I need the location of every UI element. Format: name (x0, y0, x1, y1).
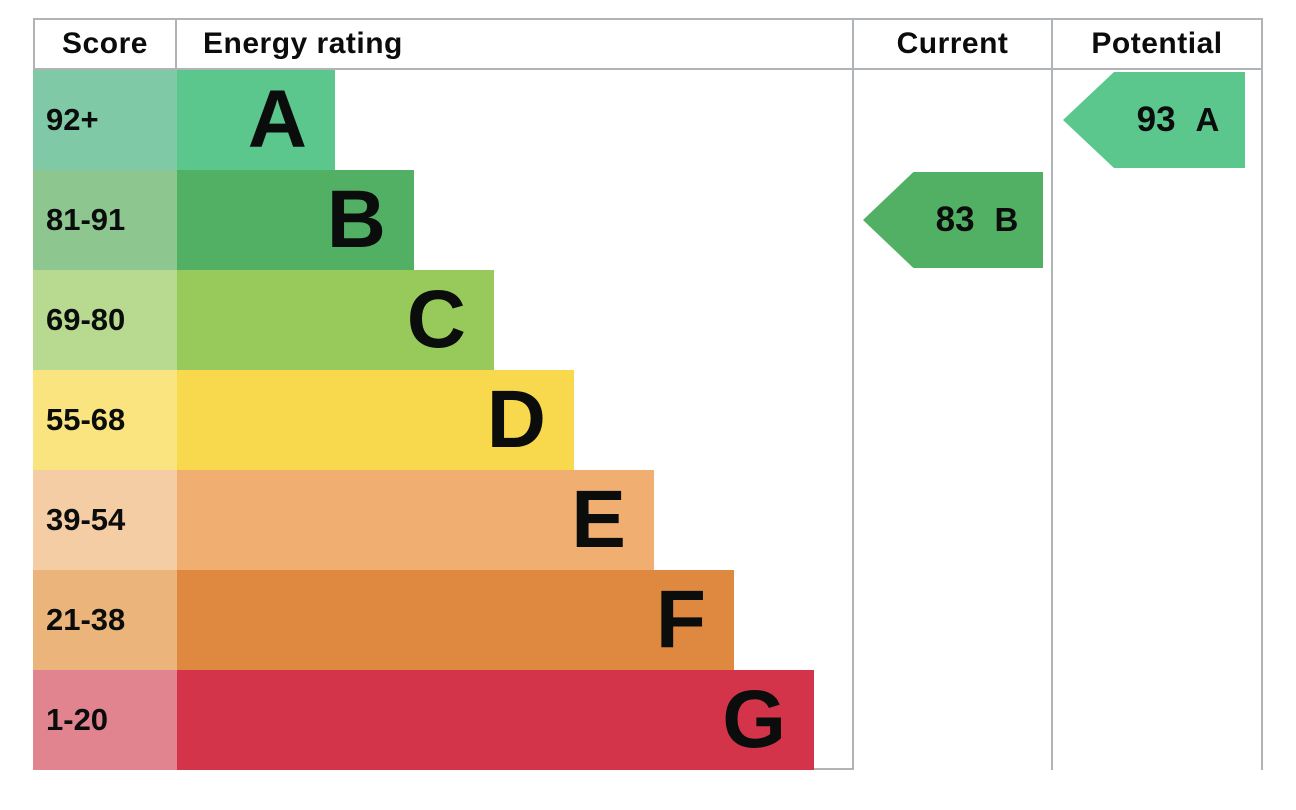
score-label: 21-38 (46, 602, 126, 637)
potential-column: 93 A (1053, 70, 1263, 770)
score-label: 1-20 (46, 702, 109, 737)
band-bar-g: G (177, 670, 814, 770)
score-cell-c: 69-80 (33, 270, 177, 370)
current-rating-value: 83 (935, 200, 975, 239)
score-cell-g: 1-20 (33, 670, 177, 770)
potential-rating-value: 93 (1136, 100, 1176, 139)
band-letter: E (571, 474, 626, 565)
score-label: 69-80 (46, 302, 126, 337)
band-letter: F (655, 574, 706, 665)
band-letter: C (406, 274, 466, 365)
band-row-g: 1-20 G (33, 670, 852, 770)
score-label: 81-91 (46, 202, 126, 237)
band-bar-f: F (177, 570, 734, 670)
chart-header-row: Score Energy rating Current Potential (33, 18, 1263, 70)
score-cell-d: 55-68 (33, 370, 177, 470)
epc-rating-chart: Score Energy rating Current Potential 92… (33, 18, 1263, 770)
band-bar-c: C (177, 270, 494, 370)
current-rating-band-letter: B (994, 201, 1019, 238)
header-energy-rating: Energy rating (203, 27, 403, 60)
band-bar-a: A (177, 70, 335, 170)
band-rows: 92+ A 81-91 B 69-80 C 55-68 D 39-54 E 21… (33, 70, 852, 770)
band-bar-b: B (177, 170, 414, 270)
band-row-f: 21-38 F (33, 570, 852, 670)
current-rating-arrow: 83 B (863, 172, 1043, 268)
band-row-b: 81-91 B (33, 170, 852, 270)
score-cell-a: 92+ (33, 70, 177, 170)
score-cell-b: 81-91 (33, 170, 177, 270)
band-letter: A (247, 74, 307, 165)
band-letter: D (486, 374, 546, 465)
band-bar-e: E (177, 470, 654, 570)
potential-rating-arrow: 93 A (1063, 72, 1245, 168)
score-label: 39-54 (46, 502, 126, 537)
score-cell-e: 39-54 (33, 470, 177, 570)
potential-rating-band-letter: A (1195, 101, 1220, 138)
score-label: 55-68 (46, 402, 126, 437)
band-row-a: 92+ A (33, 70, 852, 170)
band-row-d: 55-68 D (33, 370, 852, 470)
band-row-c: 69-80 C (33, 270, 852, 370)
band-letter: B (326, 174, 386, 265)
band-letter: G (722, 674, 786, 765)
band-row-e: 39-54 E (33, 470, 852, 570)
header-score: Score (33, 20, 177, 68)
current-column: 83 B (852, 70, 1053, 770)
score-cell-f: 21-38 (33, 570, 177, 670)
header-potential: Potential (1053, 20, 1263, 68)
band-bar-d: D (177, 370, 574, 470)
score-label: 92+ (46, 102, 99, 137)
header-current: Current (852, 20, 1053, 68)
